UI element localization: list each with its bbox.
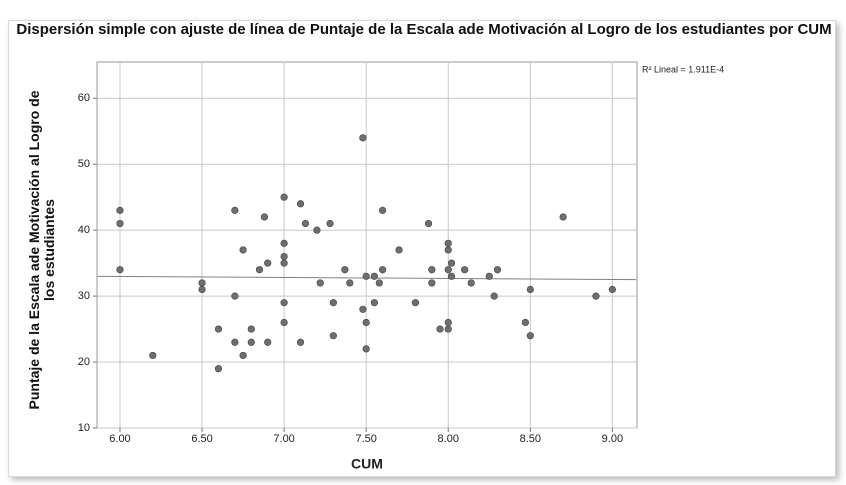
- point: [521, 318, 529, 327]
- point: [461, 266, 469, 274]
- point: [231, 338, 239, 346]
- point: [280, 239, 288, 247]
- point: [359, 305, 367, 313]
- point: [231, 206, 239, 214]
- point: [375, 279, 383, 287]
- point: [255, 266, 264, 274]
- y-tick-label: 40: [78, 224, 90, 236]
- point: [362, 318, 370, 327]
- point: [444, 318, 452, 327]
- point: [395, 246, 403, 254]
- point: [362, 345, 370, 353]
- point: [198, 285, 206, 294]
- x-tick-label: 8.50: [520, 433, 541, 445]
- point: [239, 246, 247, 254]
- point: [608, 285, 616, 294]
- point: [313, 226, 321, 234]
- point: [370, 299, 378, 307]
- point: [485, 272, 493, 280]
- point: [264, 338, 272, 346]
- point: [378, 206, 387, 214]
- x-tick-label: 6.50: [191, 433, 212, 445]
- point: [149, 351, 157, 360]
- point: [214, 365, 223, 373]
- point: [346, 279, 354, 287]
- point: [447, 259, 456, 267]
- point: [428, 266, 436, 274]
- point: [490, 292, 498, 300]
- point: [301, 219, 310, 228]
- x-tick-label: 7.50: [355, 433, 376, 445]
- point: [296, 200, 305, 208]
- point: [526, 332, 534, 340]
- point: [378, 266, 387, 274]
- point: [493, 266, 502, 274]
- point: [444, 246, 452, 254]
- y-tick-label: 50: [78, 158, 90, 170]
- point: [411, 299, 420, 307]
- point: [280, 299, 288, 307]
- x-tick-label: 8.00: [438, 433, 459, 445]
- point: [116, 219, 124, 228]
- point: [116, 206, 124, 214]
- y-tick-label: 10: [78, 422, 90, 434]
- point: [239, 351, 247, 360]
- point: [198, 279, 206, 287]
- x-tick-label: 6.00: [109, 433, 130, 445]
- x-axis-label: CUM: [351, 456, 383, 472]
- point: [559, 213, 567, 221]
- point: [444, 266, 452, 274]
- x-tick-label: 9.00: [602, 433, 623, 445]
- point: [424, 219, 433, 228]
- point: [247, 338, 255, 346]
- point: [260, 213, 269, 221]
- point: [280, 252, 288, 261]
- point: [428, 279, 436, 287]
- y-tick-label: 20: [78, 356, 90, 368]
- point: [341, 266, 349, 274]
- point: [444, 239, 452, 247]
- point: [362, 272, 370, 280]
- x-tick-label: 7.00: [273, 433, 294, 445]
- point: [370, 272, 378, 280]
- point: [467, 279, 475, 287]
- point: [247, 325, 255, 333]
- point: [326, 219, 334, 228]
- point: [264, 259, 272, 267]
- r2-annotation: R² Lineal = 1.911E-4: [642, 64, 724, 74]
- y-axis-label: Puntaje de la Escala ade Motivación al L…: [26, 90, 57, 410]
- point: [329, 299, 337, 307]
- point: [280, 193, 288, 201]
- point: [280, 318, 288, 327]
- point: [359, 134, 367, 142]
- point: [316, 279, 324, 287]
- plot-area: [96, 61, 638, 429]
- point: [231, 292, 239, 300]
- point: [592, 292, 600, 300]
- point: [329, 332, 337, 340]
- point: [436, 325, 444, 333]
- point: [447, 272, 456, 280]
- point: [296, 338, 305, 346]
- point: [526, 285, 534, 294]
- y-tick-label: 30: [78, 290, 90, 302]
- y-tick-label: 60: [78, 92, 90, 104]
- point: [116, 266, 124, 274]
- chart-title: Dispersión simple con ajuste de línea de…: [16, 21, 832, 38]
- point: [280, 259, 288, 267]
- point: [214, 325, 223, 333]
- point: [444, 325, 452, 333]
